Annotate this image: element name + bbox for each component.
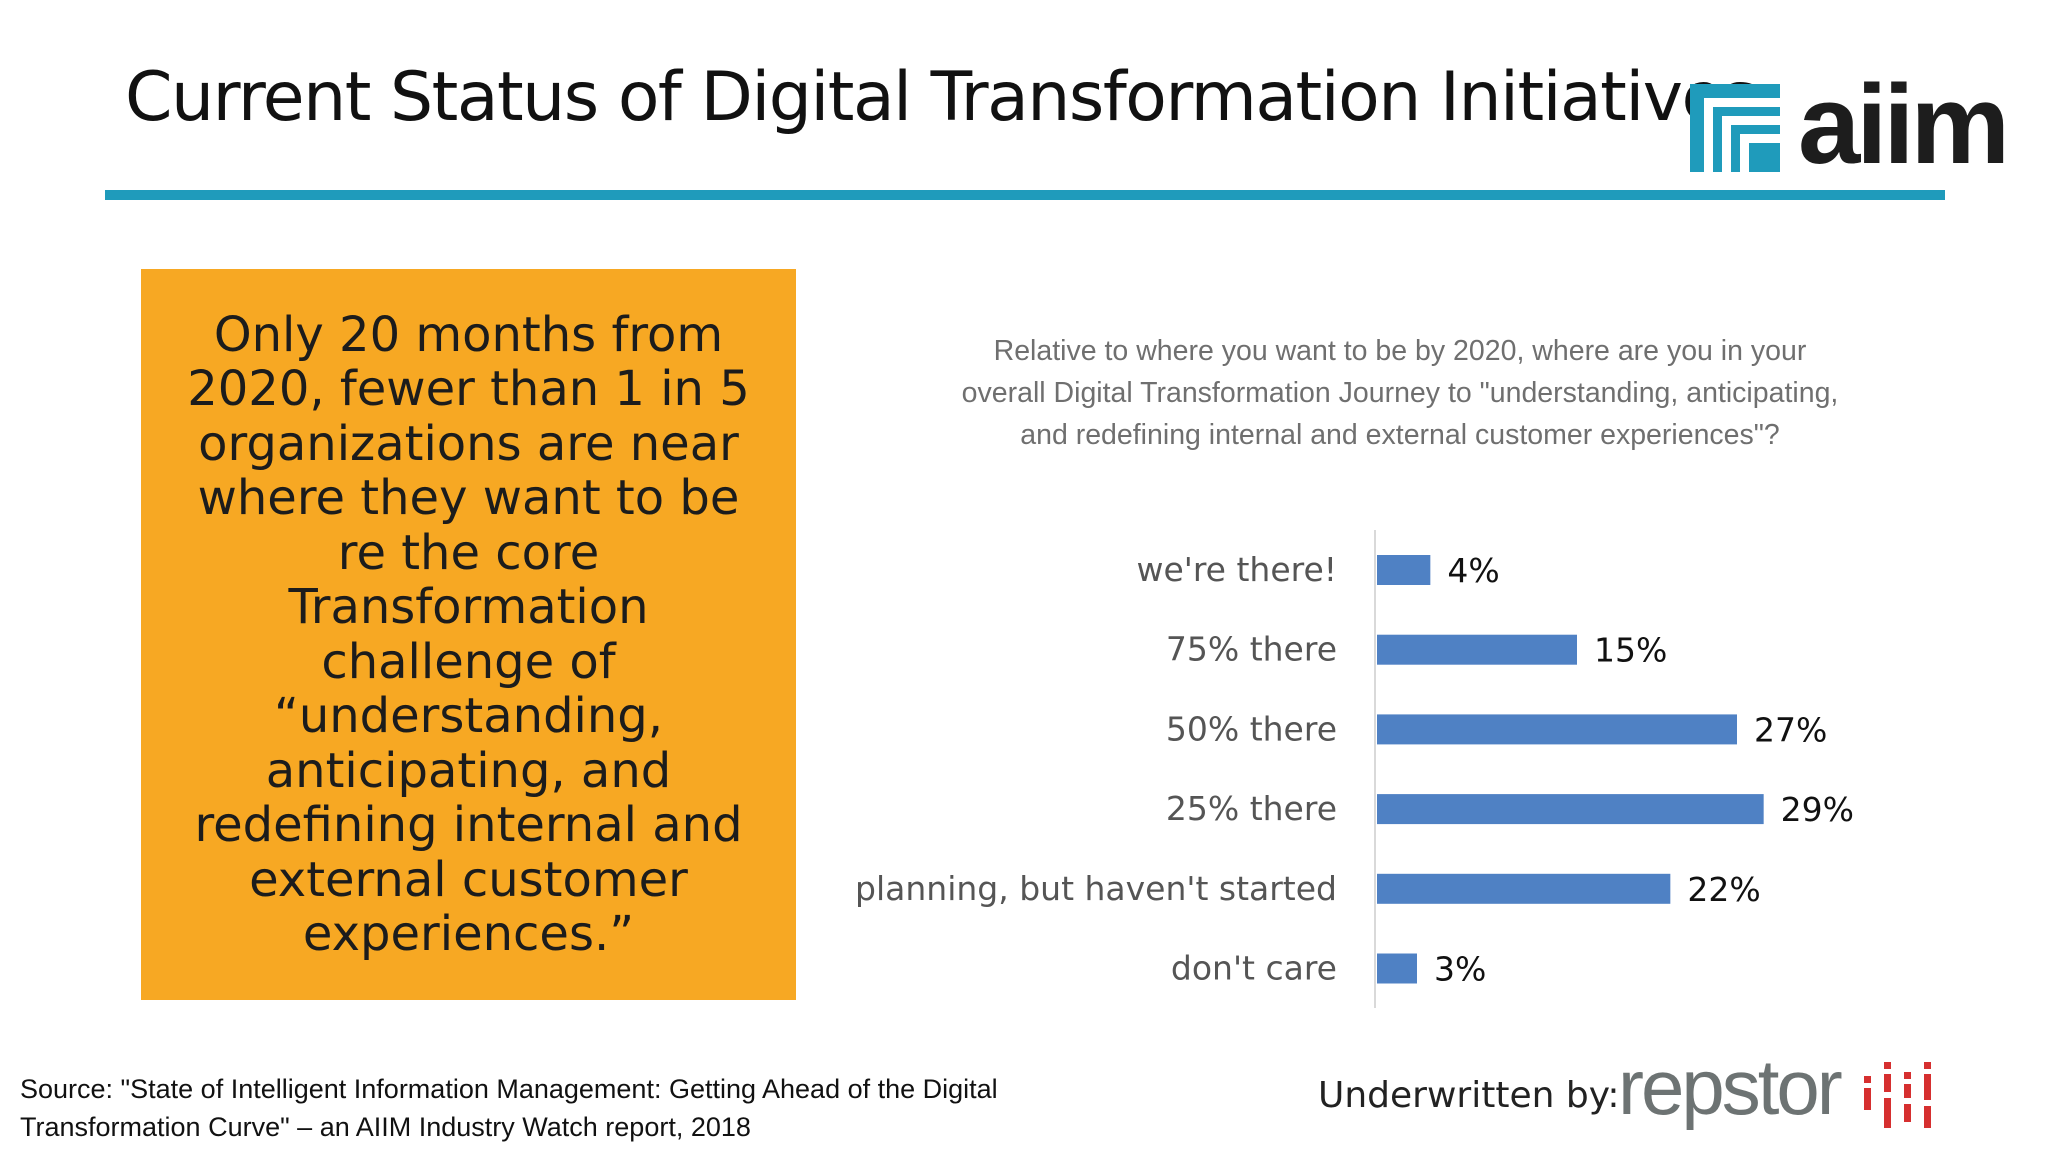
underwritten-label: Underwritten by: (1318, 1075, 1620, 1116)
category-label-0: we're there! (1136, 550, 1337, 589)
category-label-1: 75% there (1166, 630, 1337, 669)
bar-0 (1377, 555, 1431, 585)
repstor-dots-icon (1864, 1062, 1931, 1128)
chart-title: Relative to where you want to be by 2020… (961, 335, 1839, 451)
category-label-4: planning, but haven't started (855, 869, 1337, 908)
category-label-2: 50% there (1166, 709, 1337, 748)
value-label-5: 3% (1434, 950, 1486, 989)
aiim-logo-icon (1690, 84, 1780, 172)
bar-1 (1377, 634, 1577, 665)
title-divider (105, 190, 1945, 200)
bar-3 (1377, 794, 1764, 825)
value-label-4: 22% (1687, 870, 1760, 909)
value-label-3: 29% (1781, 790, 1854, 829)
category-label-5: don't care (1171, 949, 1337, 988)
value-label-2: 27% (1754, 710, 1827, 749)
bar-5 (1377, 953, 1417, 984)
bar-2 (1377, 714, 1737, 745)
value-label-1: 15% (1594, 631, 1667, 670)
value-label-0: 4% (1447, 551, 1499, 590)
source-citation: Source: "State of Intelligent Informatio… (20, 1074, 998, 1142)
repstor-logo: repstor (1618, 1043, 1948, 1138)
category-label-3: 25% there (1166, 789, 1337, 828)
aiim-logo-text: aiim (1798, 62, 2010, 187)
callout-text: Only 20 months from 2020, fewer than 1 i… (187, 306, 750, 962)
aiim-logo: aiim (1690, 62, 2010, 187)
callout-box: Only 20 months from 2020, fewer than 1 i… (141, 269, 796, 1000)
bar-4 (1377, 873, 1671, 904)
repstor-logo-text: repstor (1618, 1043, 1843, 1131)
page-title: Current Status of Digital Transformation… (125, 58, 1757, 137)
